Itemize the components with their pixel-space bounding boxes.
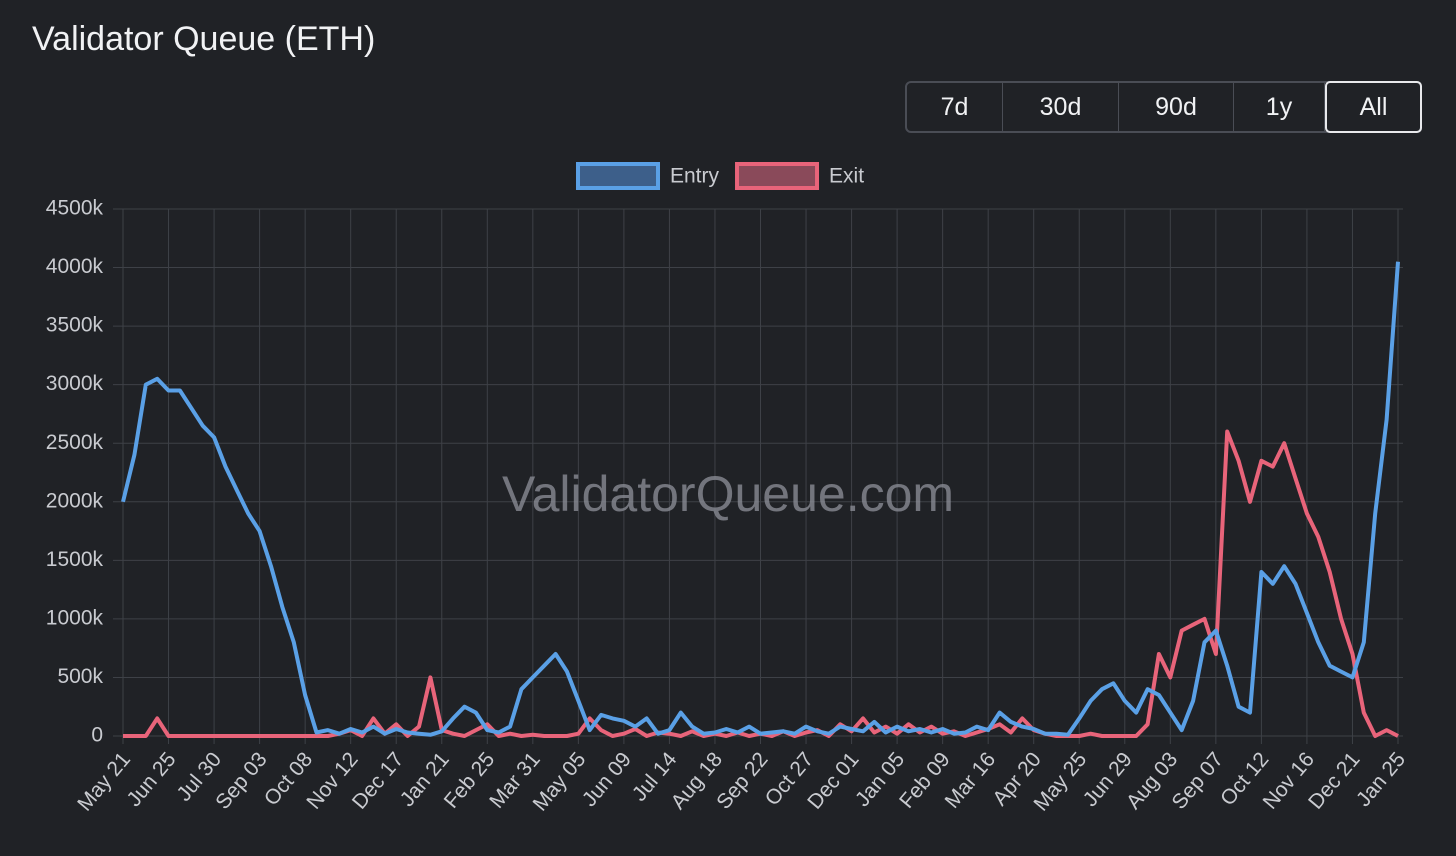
watermark: ValidatorQueue.com xyxy=(502,466,954,522)
x-tick-label: Jan 25 xyxy=(1352,748,1410,811)
legend-label: Exit xyxy=(829,165,864,188)
page-title: Validator Queue (ETH) xyxy=(32,20,376,58)
x-tick-label: Dec 17 xyxy=(348,748,408,814)
range-button[interactable]: 90d xyxy=(1119,83,1234,131)
y-tick-label: 0 xyxy=(91,724,103,747)
legend-label: Entry xyxy=(670,165,720,188)
x-tick-label: Jun 09 xyxy=(578,748,636,811)
legend-swatch xyxy=(576,162,660,190)
y-tick-label: 3000k xyxy=(46,372,104,395)
range-button[interactable]: 7d xyxy=(907,83,1003,131)
range-button[interactable]: 1y xyxy=(1234,83,1325,131)
range-button[interactable]: 30d xyxy=(1003,83,1119,131)
y-tick-label: 4000k xyxy=(46,255,104,278)
x-tick-label: Sep 03 xyxy=(211,748,271,814)
y-tick-label: 500k xyxy=(57,665,103,688)
y-tick-label: 2500k xyxy=(46,431,104,454)
range-buttons: 7d 30d 90d 1y All xyxy=(905,81,1422,133)
x-tick-label: Sep 22 xyxy=(712,748,772,814)
x-tick-label: May 21 xyxy=(73,748,135,816)
y-tick-label: 3500k xyxy=(46,314,104,337)
x-tick-label: Dec 01 xyxy=(803,748,863,814)
y-tick-label: 2000k xyxy=(46,489,104,512)
range-button[interactable]: All xyxy=(1325,81,1422,133)
series-line xyxy=(121,261,1400,737)
x-tick-label: Dec 21 xyxy=(1304,748,1364,814)
legend: Entry Exit xyxy=(576,162,864,190)
x-tick-label: Jun 25 xyxy=(122,748,180,811)
y-tick-label: 1500k xyxy=(46,548,104,571)
x-tick-label: Sep 07 xyxy=(1168,748,1228,814)
legend-item[interactable]: Entry xyxy=(576,162,720,190)
legend-swatch xyxy=(735,162,820,190)
y-tick-label: 4500k xyxy=(46,197,104,220)
legend-item[interactable]: Exit xyxy=(735,162,864,190)
y-tick-label: 1000k xyxy=(46,606,104,629)
x-tick-label: Mar 16 xyxy=(941,748,1001,813)
